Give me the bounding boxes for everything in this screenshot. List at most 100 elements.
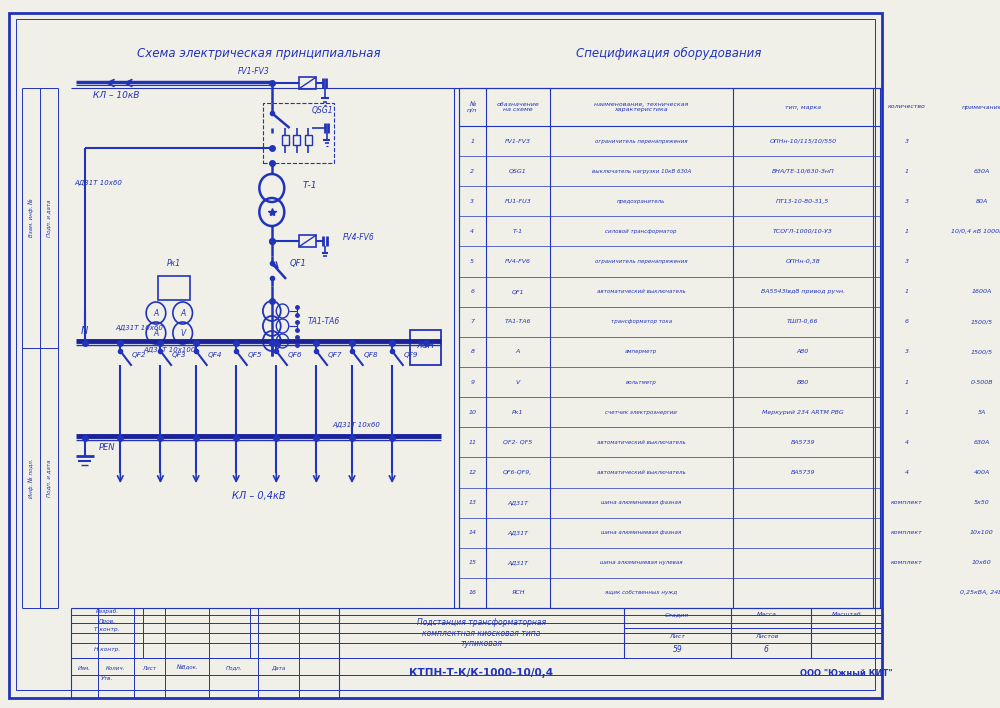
Text: Дата: Дата	[271, 666, 286, 670]
Text: трансформатор тока: трансформатор тока	[611, 319, 672, 324]
Text: ВА5739: ВА5739	[791, 470, 815, 475]
Text: силовой трансформатор: силовой трансформатор	[605, 229, 677, 234]
Text: Инф. № подл.: Инф. № подл.	[28, 458, 34, 498]
Text: АД31Т: АД31Т	[507, 560, 528, 565]
Bar	[282, 135, 289, 145]
Text: Разраб.: Разраб.	[95, 610, 119, 615]
Text: QF4: QF4	[208, 352, 222, 358]
Text: А: А	[180, 309, 185, 317]
Bar	[293, 135, 300, 145]
Text: QSG1: QSG1	[509, 169, 527, 173]
Text: 630А: 630А	[973, 440, 990, 445]
Text: 6: 6	[470, 289, 474, 295]
Text: QF6: QF6	[288, 352, 302, 358]
Text: ТА1-ТА6: ТА1-ТА6	[505, 319, 531, 324]
Text: А: А	[153, 329, 159, 338]
Text: Подп.: Подп.	[226, 666, 242, 670]
Text: V: V	[516, 379, 520, 384]
Text: 0-500В: 0-500В	[970, 379, 993, 384]
Text: ОПНн-10/115/10/550: ОПНн-10/115/10/550	[769, 139, 836, 144]
Text: Н контр.: Н контр.	[94, 648, 120, 653]
Text: КЛ – 0,4кВ: КЛ – 0,4кВ	[232, 491, 285, 501]
Text: 1: 1	[905, 169, 909, 173]
Text: 10х60: 10х60	[972, 560, 991, 565]
Text: ЯСН: ЯСН	[417, 341, 435, 350]
Bar	[158, 276, 190, 300]
Text: количество: количество	[888, 105, 926, 110]
Text: 4: 4	[905, 470, 909, 475]
Text: 630А: 630А	[973, 169, 990, 173]
Text: 16: 16	[468, 590, 476, 595]
Text: выключатель нагрузки 10кВ 630А: выключатель нагрузки 10кВ 630А	[592, 169, 691, 173]
Text: вольтметр: вольтметр	[626, 379, 657, 384]
Text: АД31Т 10х100: АД31Т 10х100	[143, 347, 196, 353]
Text: Подстанция трансформаторная
комплектная киосковая типа
тупиковая: Подстанция трансформаторная комплектная …	[417, 618, 546, 648]
Text: ПТ13-10-80-31,5: ПТ13-10-80-31,5	[776, 199, 830, 204]
Text: ящик собственных нужд: ящик собственных нужд	[605, 590, 677, 595]
Text: FV4-FV6: FV4-FV6	[343, 234, 375, 243]
Text: Лист: Лист	[669, 634, 685, 639]
Text: 3: 3	[905, 199, 909, 204]
Text: 13: 13	[468, 500, 476, 505]
Text: QF8: QF8	[364, 352, 378, 358]
Text: 6: 6	[905, 319, 909, 324]
Text: шина алюминиевая нулевая: шина алюминиевая нулевая	[600, 560, 682, 565]
Text: Меркурий 234 ARTM РВG: Меркурий 234 ARTM РВG	[762, 410, 844, 415]
Text: автоматический выключатель: автоматический выключатель	[597, 440, 686, 445]
Text: 1: 1	[905, 229, 909, 234]
Text: N: N	[81, 326, 88, 336]
Text: 5х50: 5х50	[974, 500, 989, 505]
Text: 5: 5	[470, 259, 474, 264]
Text: 1500/5: 1500/5	[971, 319, 993, 324]
Text: FV1-FV3: FV1-FV3	[238, 67, 270, 76]
Text: шина алюминиевая фазная: шина алюминиевая фазная	[601, 530, 681, 535]
Bar	[263, 103, 334, 163]
Text: Схема электрическая принципиальная: Схема электрическая принципиальная	[137, 47, 380, 59]
Text: Рк1: Рк1	[512, 410, 524, 415]
Text: Подп. и дата: Подп. и дата	[47, 459, 52, 497]
Text: FV4-FV6: FV4-FV6	[505, 259, 531, 264]
Text: QSG1: QSG1	[312, 105, 334, 115]
Text: ограничитель перенапряжения: ограничитель перенапряжения	[595, 259, 687, 264]
Text: 3: 3	[905, 139, 909, 144]
Text: Т контр.: Т контр.	[94, 627, 120, 632]
Text: FV1-FV3: FV1-FV3	[505, 139, 531, 144]
Text: QF9: QF9	[404, 352, 418, 358]
Text: 1: 1	[905, 289, 909, 295]
Text: ВНА/ТЕ-10/630-ЗнП: ВНА/ТЕ-10/630-ЗнП	[772, 169, 834, 173]
Text: 1: 1	[905, 379, 909, 384]
Text: QF7: QF7	[328, 352, 342, 358]
Text: 15: 15	[468, 560, 476, 565]
Text: 4: 4	[905, 440, 909, 445]
Text: примечание: примечание	[961, 105, 1000, 110]
Text: А80: А80	[797, 350, 809, 355]
Text: тип, марка: тип, марка	[785, 105, 821, 110]
Text: 7: 7	[470, 319, 474, 324]
Text: 11: 11	[468, 440, 476, 445]
Text: комплект: комплект	[891, 530, 923, 535]
Text: 3: 3	[905, 350, 909, 355]
Text: 8: 8	[470, 350, 474, 355]
Text: 2: 2	[470, 169, 474, 173]
Text: 1500/5: 1500/5	[971, 350, 993, 355]
Text: QF5: QF5	[248, 352, 262, 358]
Text: Утв.: Утв.	[101, 675, 113, 680]
Text: Т-1: Т-1	[303, 181, 317, 190]
Text: QF3: QF3	[172, 352, 186, 358]
Text: амперметр: амперметр	[625, 350, 657, 355]
Text: автоматический выключатель: автоматический выключатель	[597, 289, 686, 295]
Text: ВА5543Iвд8 привод ручн.: ВА5543Iвд8 привод ручн.	[761, 289, 845, 295]
Text: Подп. и дата: Подп. и дата	[47, 199, 52, 236]
Text: ООО "Южный КИТ": ООО "Южный КИТ"	[800, 668, 893, 678]
Text: шина алюминиевая фазная: шина алюминиевая фазная	[601, 500, 681, 505]
Text: 1: 1	[905, 410, 909, 415]
Text: 10х100: 10х100	[970, 530, 993, 535]
Text: 3: 3	[470, 199, 474, 204]
Bar	[299, 77, 316, 89]
Text: Спецификация оборудования: Спецификация оборудования	[576, 47, 761, 59]
Text: Масса: Масса	[756, 612, 776, 617]
Text: Колич.: Колич.	[106, 666, 126, 670]
Text: Пров.: Пров.	[98, 619, 116, 624]
Text: наименование, техническая
характеристика: наименование, техническая характеристика	[594, 102, 688, 113]
Text: Т-1: Т-1	[513, 229, 523, 234]
